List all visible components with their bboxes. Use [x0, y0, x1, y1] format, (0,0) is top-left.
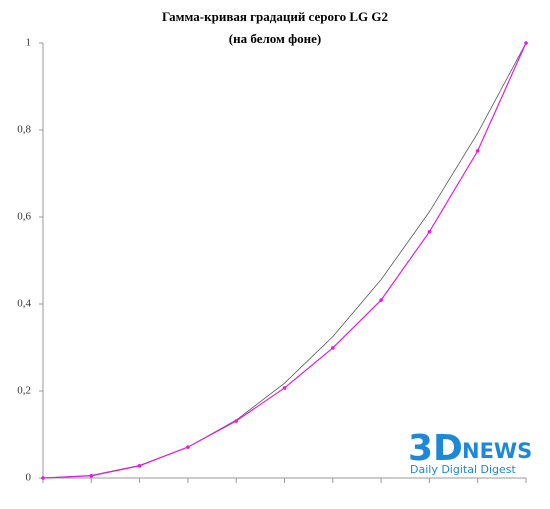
logo: 3D NEWS Daily Digital Digest — [408, 428, 532, 476]
point — [137, 464, 142, 468]
point — [89, 474, 94, 478]
point — [427, 229, 432, 234]
logo-tagline: Daily Digital Digest — [410, 463, 517, 476]
y-tick-label: 1 — [26, 37, 32, 49]
chart-title: Гамма-кривая градаций серого LG G2 — [162, 9, 388, 24]
y-tick-label: 0 — [26, 472, 32, 484]
y-tick-label: 0,4 — [17, 298, 31, 310]
logo-brand-rest: NEWS — [462, 439, 532, 463]
y-tick-label: 0,8 — [17, 124, 31, 136]
point — [331, 346, 335, 350]
series-line — [42, 42, 527, 479]
point — [41, 476, 45, 480]
point — [379, 298, 383, 302]
series-line — [42, 42, 527, 479]
point — [524, 41, 528, 45]
point — [282, 386, 287, 390]
point — [234, 419, 238, 423]
chart-subtitle: (на белом фоне) — [229, 31, 321, 46]
y-tick-label: 0,2 — [17, 385, 31, 397]
point — [475, 149, 480, 153]
point — [186, 445, 190, 449]
y-tick-label: 0,6 — [17, 211, 31, 223]
logo-brand: 3D — [408, 428, 463, 469]
